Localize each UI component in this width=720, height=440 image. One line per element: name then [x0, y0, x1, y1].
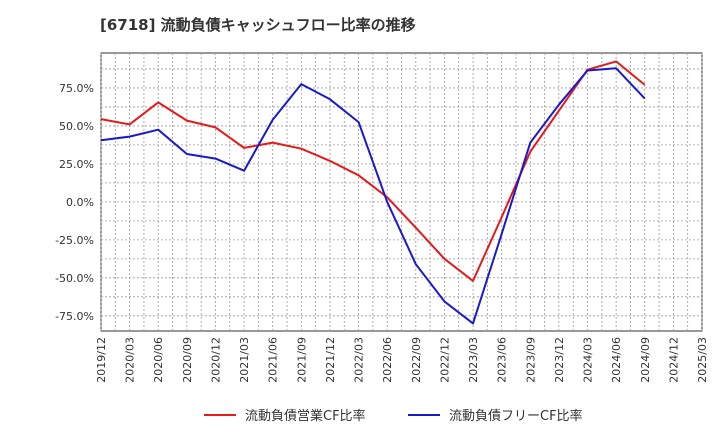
- x-tick-label: 2024/12: [667, 337, 680, 383]
- y-tick-label: -50.0%: [55, 272, 94, 285]
- x-tick-label: 2021/12: [324, 337, 337, 383]
- grid-layer: [100, 52, 703, 332]
- series-line-1: [100, 60, 646, 282]
- legend-label-1: 流動負債営業CF比率: [245, 408, 366, 424]
- x-tick-label: 2023/03: [467, 337, 480, 383]
- x-tick-label: 2023/06: [496, 337, 509, 383]
- x-tick-label: 2021/06: [267, 337, 280, 383]
- x-tick-label: 2025/03: [696, 337, 709, 383]
- y-tick-label: 50.0%: [59, 120, 94, 133]
- x-tick-label: 2019/12: [95, 337, 108, 383]
- y-tick-label: -75.0%: [55, 310, 94, 323]
- x-tick-label: 2020/12: [209, 337, 222, 383]
- x-tick-label: 2022/12: [438, 337, 451, 383]
- x-tick-label: 2020/03: [124, 337, 137, 383]
- y-tick-label: -25.0%: [55, 234, 94, 247]
- x-tick-label: 2024/06: [610, 337, 623, 383]
- chart-title: [6718] 流動負債キャッシュフロー比率の推移: [100, 16, 416, 34]
- x-tick-label: 2021/03: [238, 337, 251, 383]
- x-tick-label: 2021/09: [295, 337, 308, 383]
- x-tick-label: 2020/06: [152, 337, 165, 383]
- plot-area: [100, 52, 703, 332]
- x-tick-label: 2024/03: [582, 337, 595, 383]
- x-tick-label: 2020/09: [181, 337, 194, 383]
- y-tick-label: 25.0%: [59, 158, 94, 171]
- series-layer: [100, 60, 646, 325]
- x-tick-label: 2024/09: [639, 337, 652, 383]
- x-tick-label: 2022/09: [410, 337, 423, 383]
- y-tick-label: 0.0%: [66, 196, 94, 209]
- legend: 流動負債営業CF比率 流動負債フリーCF比率: [204, 408, 583, 424]
- series-line-2: [100, 67, 646, 325]
- y-tick-label: 75.0%: [59, 82, 94, 95]
- legend-label-2: 流動負債フリーCF比率: [449, 408, 583, 424]
- x-tick-label: 2023/09: [524, 337, 537, 383]
- x-tick-label: 2022/03: [353, 337, 366, 383]
- axes-layer: 75.0% 50.0% 25.0% 0.0% -25.0% -50.0% -75.0% 201…: [55, 82, 709, 383]
- x-tick-label: 2023/12: [553, 337, 566, 383]
- x-tick-label: 2022/06: [381, 337, 394, 383]
